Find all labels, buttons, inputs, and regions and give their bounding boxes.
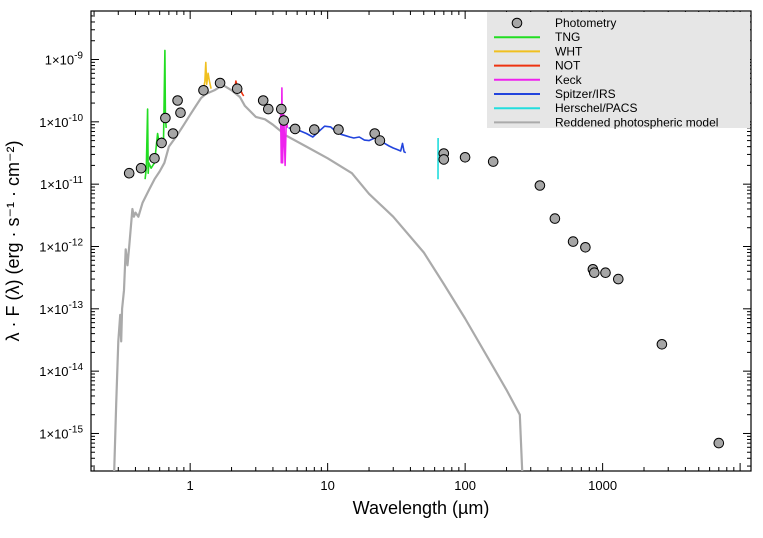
y-tick-label: 1×10-9 [45,51,84,68]
photometry-point [438,154,450,165]
legend-label-not: NOT [555,59,581,73]
photometry-point [198,85,209,96]
photometry-point [167,128,179,139]
photometry-point [160,112,171,124]
y-tick-label: 1×10-12 [39,237,83,254]
photometry-point [172,95,183,106]
legend-label-herschel-pacs: Herschel/PACS [555,101,637,115]
photometry-point [149,153,160,164]
legend-marker-photometry [511,17,523,29]
photometry-point [589,267,600,279]
photometry-point [656,339,668,350]
photometry-point [369,128,381,139]
y-tick-label: 1×10-10 [39,113,83,130]
photometry-point [549,213,561,224]
photometry-point [487,156,499,167]
photometry-point [257,95,269,106]
series-line-reddened-photospheric-model [113,83,524,472]
series-line-tng [144,49,167,180]
x-tick-label: 100 [454,478,476,493]
series-line-keck [279,87,289,167]
legend-label-wht: WHT [555,44,583,58]
photometry-point [156,137,167,149]
photometry-point [135,162,147,174]
photometry-point [459,152,471,163]
legend-label-photometry: Photometry [555,16,616,30]
photometry-point [214,77,226,89]
model-layer [113,83,524,472]
x-tick-label: 1 [187,478,194,493]
legend-label-spitzer-irs: Spitzer/IRS [555,87,616,101]
photometry-point [600,267,611,279]
photometry-point [567,236,579,247]
photometry-point [278,115,290,126]
x-tick-label: 10 [320,478,334,493]
photometry-point [309,124,320,135]
x-axis-title: Wavelength (µm) [353,498,490,518]
photometry-point [613,273,624,285]
photometry-point [333,124,344,135]
series-line-wht [202,61,212,90]
legend-label-keck: Keck [555,73,583,87]
photometry-point [374,135,386,146]
x-axis-ticks: 1 10 100 1000 [93,11,741,493]
x-tick-label: 1000 [588,478,617,493]
photometry-point [534,180,546,191]
photometry-layer [123,77,725,449]
photometry-point [123,167,135,179]
y-tick-label: 1×10-14 [39,362,83,379]
legend-label-reddened-photospheric-model: Reddened photospheric model [555,115,718,129]
photometry-point [231,83,243,94]
photometry-point [175,107,186,118]
photometry-point [713,437,725,449]
y-tick-label: 1×10-15 [39,424,83,441]
y-tick-label: 1×10-13 [39,300,83,317]
y-tick-label: 1×10-11 [40,175,83,192]
photometry-point [263,103,274,115]
y-axis-title: λ · F (λ) (erg · s⁻¹ · cm⁻²) [3,141,23,342]
photometry-point [580,242,591,253]
legend: PhotometryTNGWHTNOTKeckSpitzer/IRSHersch… [487,12,750,129]
photometry-point [289,123,301,135]
y-axis-ticks: 1×10-15 1×10-14 1×10-13 1×10-12 1×10-11 1×10-… [39,15,751,467]
legend-label-tng: TNG [555,30,580,44]
photometry-point [276,103,287,115]
